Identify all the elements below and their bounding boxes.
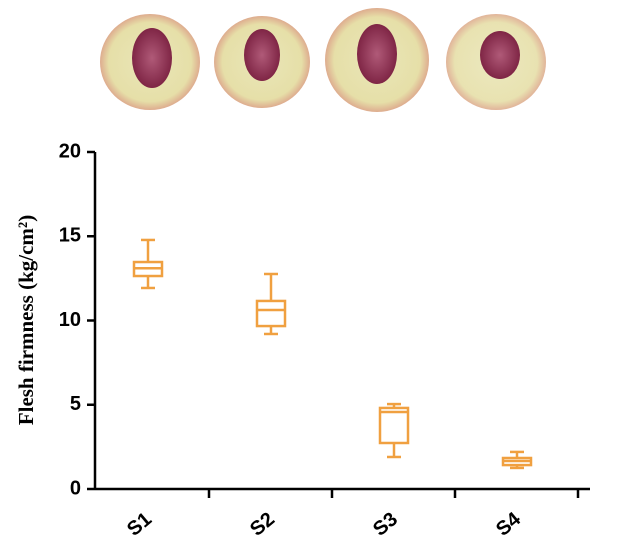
- box: [257, 301, 285, 326]
- y-tick-label: 20: [59, 140, 81, 162]
- y-tick-label: 5: [70, 393, 81, 415]
- x-tick-label: S4: [492, 508, 526, 541]
- y-axis-title: Flesh firmness (kg/cm²): [14, 215, 38, 425]
- y-tick-label: 10: [59, 309, 81, 331]
- y-tick-label: 0: [70, 477, 81, 499]
- peach-images: [100, 8, 546, 112]
- x-tick-label: S2: [246, 508, 279, 541]
- x-tick-label: S3: [369, 508, 402, 541]
- peach-image: [214, 16, 310, 108]
- peach-image: [100, 14, 200, 110]
- x-tick-label: S1: [123, 508, 156, 541]
- peach-image: [325, 8, 429, 112]
- peach-image: [446, 14, 546, 110]
- y-tick-label: 15: [59, 225, 81, 247]
- chart: Flesh firmness (kg/cm²) 0 5 10 15 20 S1 S2 S3 S4: [0, 0, 624, 547]
